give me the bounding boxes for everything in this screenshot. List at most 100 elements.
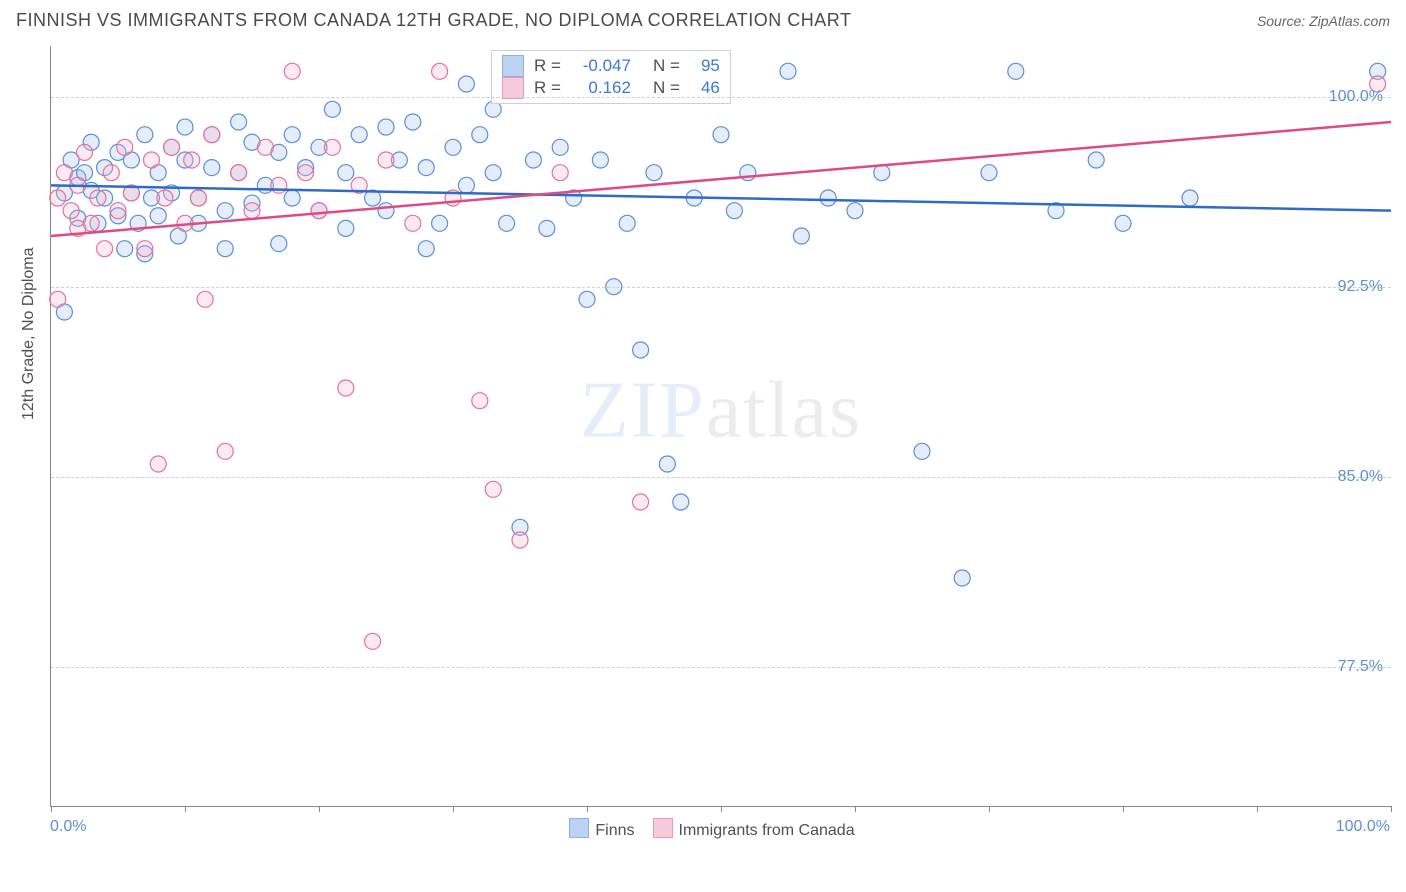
scatter-point <box>311 203 327 219</box>
scatter-point <box>418 241 434 257</box>
legend-r-value: 0.162 <box>571 78 631 98</box>
legend-n-label: N = <box>653 56 680 76</box>
scatter-point <box>552 165 568 181</box>
x-tick-mark <box>855 806 856 812</box>
scatter-point <box>633 494 649 510</box>
scatter-point <box>378 119 394 135</box>
y-tick-label: 100.0% <box>1329 88 1383 106</box>
scatter-point <box>284 63 300 79</box>
legend-swatch <box>569 818 589 838</box>
legend-series-label: Immigrants from Canada <box>679 822 855 839</box>
scatter-point <box>780 63 796 79</box>
scatter-point <box>552 139 568 155</box>
scatter-point <box>217 241 233 257</box>
scatter-point <box>445 139 461 155</box>
scatter-point <box>793 228 809 244</box>
scatter-point <box>713 127 729 143</box>
scatter-point <box>619 215 635 231</box>
series-legend: Finns Immigrants from Canada <box>0 818 1406 840</box>
scatter-point <box>137 241 153 257</box>
scatter-point <box>512 532 528 548</box>
scatter-point <box>579 291 595 307</box>
scatter-point <box>472 127 488 143</box>
x-tick-mark <box>51 806 52 812</box>
scatter-point <box>659 456 675 472</box>
scatter-point <box>981 165 997 181</box>
legend-row: R = -0.047 N = 95 <box>502 55 720 77</box>
scatter-point <box>1008 63 1024 79</box>
scatter-point <box>954 570 970 586</box>
scatter-point <box>284 127 300 143</box>
scatter-point <box>50 291 66 307</box>
scatter-point <box>177 119 193 135</box>
legend-swatch <box>502 55 524 77</box>
scatter-point <box>298 165 314 181</box>
chart-svg <box>51 46 1391 806</box>
scatter-point <box>157 190 173 206</box>
x-tick-mark <box>989 806 990 812</box>
scatter-point <box>231 165 247 181</box>
x-tick-mark <box>1123 806 1124 812</box>
legend-r-label: R = <box>534 78 561 98</box>
scatter-point <box>324 139 340 155</box>
gridline <box>51 287 1391 288</box>
scatter-point <box>1182 190 1198 206</box>
x-tick-mark <box>319 806 320 812</box>
scatter-point <box>217 443 233 459</box>
source-label: Source: ZipAtlas.com <box>1257 13 1390 29</box>
scatter-point <box>1088 152 1104 168</box>
scatter-point <box>592 152 608 168</box>
scatter-point <box>633 342 649 358</box>
scatter-point <box>244 203 260 219</box>
y-tick-label: 85.0% <box>1338 468 1383 486</box>
scatter-point <box>164 139 180 155</box>
scatter-point <box>499 215 515 231</box>
scatter-point <box>110 203 126 219</box>
scatter-point <box>418 160 434 176</box>
scatter-point <box>726 203 742 219</box>
legend-r-label: R = <box>534 56 561 76</box>
scatter-point <box>539 220 555 236</box>
scatter-point <box>673 494 689 510</box>
scatter-point <box>914 443 930 459</box>
legend-r-value: -0.047 <box>571 56 631 76</box>
scatter-point <box>184 152 200 168</box>
legend-swatch <box>653 818 673 838</box>
scatter-point <box>197 291 213 307</box>
scatter-point <box>338 165 354 181</box>
scatter-point <box>63 203 79 219</box>
scatter-point <box>284 190 300 206</box>
scatter-point <box>365 633 381 649</box>
x-tick-mark <box>721 806 722 812</box>
scatter-point <box>204 160 220 176</box>
chart-plot-area: R =-0.047N =95R =0.162N =46 ZIPatlas 100… <box>50 46 1391 807</box>
legend-n-value: 46 <box>690 78 720 98</box>
scatter-point <box>338 380 354 396</box>
scatter-point <box>117 139 133 155</box>
scatter-point <box>103 165 119 181</box>
x-tick-mark <box>453 806 454 812</box>
scatter-point <box>137 127 153 143</box>
scatter-point <box>351 127 367 143</box>
gridline <box>51 477 1391 478</box>
scatter-point <box>378 203 394 219</box>
scatter-point <box>338 220 354 236</box>
scatter-point <box>97 241 113 257</box>
scatter-point <box>144 152 160 168</box>
scatter-point <box>432 63 448 79</box>
x-tick-mark <box>1257 806 1258 812</box>
scatter-point <box>378 152 394 168</box>
scatter-point <box>432 215 448 231</box>
chart-title: FINNISH VS IMMIGRANTS FROM CANADA 12TH G… <box>16 10 851 31</box>
scatter-point <box>117 241 133 257</box>
scatter-point <box>257 139 273 155</box>
scatter-point <box>472 393 488 409</box>
x-tick-mark <box>185 806 186 812</box>
scatter-point <box>458 177 474 193</box>
y-tick-label: 77.5% <box>1338 658 1383 676</box>
legend-series-label: Finns <box>595 822 634 839</box>
scatter-point <box>204 127 220 143</box>
scatter-point <box>1115 215 1131 231</box>
legend-n-value: 95 <box>690 56 720 76</box>
scatter-point <box>90 190 106 206</box>
